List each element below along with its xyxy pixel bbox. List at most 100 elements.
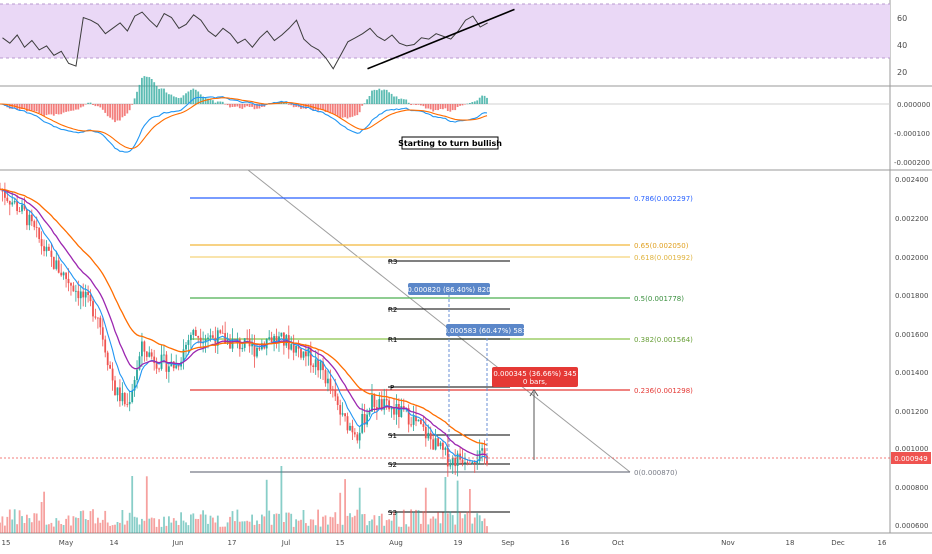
candle-body	[473, 462, 476, 464]
volume-bar	[45, 524, 48, 533]
volume-bar	[92, 509, 94, 533]
macd-histogram-bar	[138, 84, 141, 104]
candle-body	[18, 211, 21, 212]
macd-histogram-bar	[319, 104, 322, 110]
volume-bar	[241, 521, 244, 533]
macd-histogram-bar	[158, 88, 160, 104]
candle-body	[52, 257, 55, 269]
candle-body	[202, 342, 204, 344]
volume-bar	[202, 510, 204, 533]
price-tick-label: 0.001400	[895, 369, 928, 377]
volume-bar	[334, 512, 337, 533]
time-tick-label: Jun	[172, 539, 184, 547]
volume-bar	[182, 520, 185, 533]
volume-bar	[273, 514, 275, 533]
volume-bar	[417, 510, 420, 533]
macd-histogram-bar	[290, 104, 293, 106]
volume-bar	[393, 512, 395, 533]
price-tick-label: 0.000600	[895, 522, 928, 530]
macd-histogram-bar	[82, 104, 85, 107]
volume-bar	[0, 522, 1, 533]
macd-histogram-bar	[43, 104, 45, 117]
price-tick-label: 0.002400	[895, 176, 928, 184]
volume-bar	[478, 515, 481, 533]
ma-mid-line	[0, 188, 488, 457]
candle-body	[420, 419, 422, 425]
candle-body	[334, 389, 337, 397]
measure-box	[492, 367, 578, 387]
volume-bar	[75, 517, 77, 533]
macd-histogram-bar	[327, 104, 329, 112]
volume-bar	[305, 523, 307, 533]
macd-histogram-bar	[322, 104, 324, 110]
candle-body	[172, 361, 175, 369]
volume-bar	[317, 509, 319, 533]
pivot-label: R2	[388, 306, 397, 314]
fib-label: 0.5(0.001778)	[634, 295, 684, 303]
macd-histogram-bar	[229, 104, 231, 108]
volume-bar	[366, 525, 368, 533]
macd-histogram-bar	[75, 104, 77, 110]
macd-histogram-bar	[72, 104, 75, 111]
macd-histogram-bar	[172, 96, 175, 104]
time-tick-label: 19	[454, 539, 463, 547]
macd-histogram-bar	[390, 93, 393, 104]
macd-histogram-bar	[415, 104, 417, 105]
macd-histogram-bar	[471, 102, 474, 104]
candle-body	[407, 408, 410, 425]
macd-histogram-bar	[133, 98, 136, 104]
volume-bar	[21, 516, 23, 533]
time-tick-label: 15	[2, 539, 11, 547]
macd-histogram-bar	[451, 104, 454, 111]
candle-body	[101, 327, 104, 340]
volume-bar	[177, 525, 180, 533]
volume-bar	[67, 515, 70, 533]
volume-bar	[165, 525, 168, 533]
measure-label: 0.000583 (60.47%) 583	[443, 327, 526, 335]
candle-body	[373, 395, 376, 408]
candle-body	[128, 402, 131, 405]
price-tick-label: 0.002000	[895, 254, 928, 262]
macd-histogram-bar	[79, 104, 82, 108]
macd-histogram-bar	[261, 104, 263, 107]
volume-bar	[410, 509, 412, 533]
volume-bar	[204, 514, 207, 533]
price-panel: 0.786(0.002297) 0.65(0.002050) 0.618(0.0…	[0, 169, 931, 547]
fib-levels: 0.786(0.002297) 0.65(0.002050) 0.618(0.0…	[190, 195, 693, 477]
price-tick-group: 0.002400 0.002200 0.002000 0.001800 0.00…	[895, 176, 928, 530]
measure-tool-2: 0.000583 (60.47%) 583	[443, 324, 527, 462]
macd-histogram-bar	[67, 104, 70, 112]
macd-histogram-bar	[33, 104, 36, 112]
volume-bar	[434, 518, 437, 533]
candle-body	[390, 407, 393, 410]
volume-bar	[471, 523, 474, 533]
macd-histogram-bar	[204, 97, 207, 104]
candle-body	[57, 260, 60, 273]
volume-bar	[209, 515, 212, 533]
candle-body	[434, 438, 437, 450]
macd-histogram-bar	[336, 104, 339, 116]
volume-bar	[131, 476, 134, 533]
volume-bar	[16, 524, 18, 533]
volume-bar	[55, 518, 58, 533]
volume-bar	[358, 487, 361, 533]
candle-body	[456, 453, 459, 466]
candle-body	[97, 317, 99, 319]
volume-bar	[214, 522, 217, 533]
volume-bar	[160, 526, 163, 533]
volume-bar	[300, 519, 302, 533]
macd-histogram-bar	[417, 104, 420, 105]
volume-bar	[307, 525, 310, 533]
volume-bar	[219, 526, 222, 533]
volume-bar	[172, 518, 175, 533]
macd-histogram-bar	[486, 97, 488, 104]
volume-bar	[380, 513, 383, 533]
volume-bar	[8, 509, 11, 533]
candle-body	[194, 330, 197, 336]
volume-bar	[175, 520, 178, 533]
volume-bar	[145, 476, 148, 533]
measure-tool-3: 0.000345 (36.66%) 345 0 bars,	[492, 367, 578, 460]
time-tick-label: May	[59, 539, 73, 547]
macd-histogram-bar	[371, 90, 373, 104]
volume-bar	[60, 524, 63, 533]
